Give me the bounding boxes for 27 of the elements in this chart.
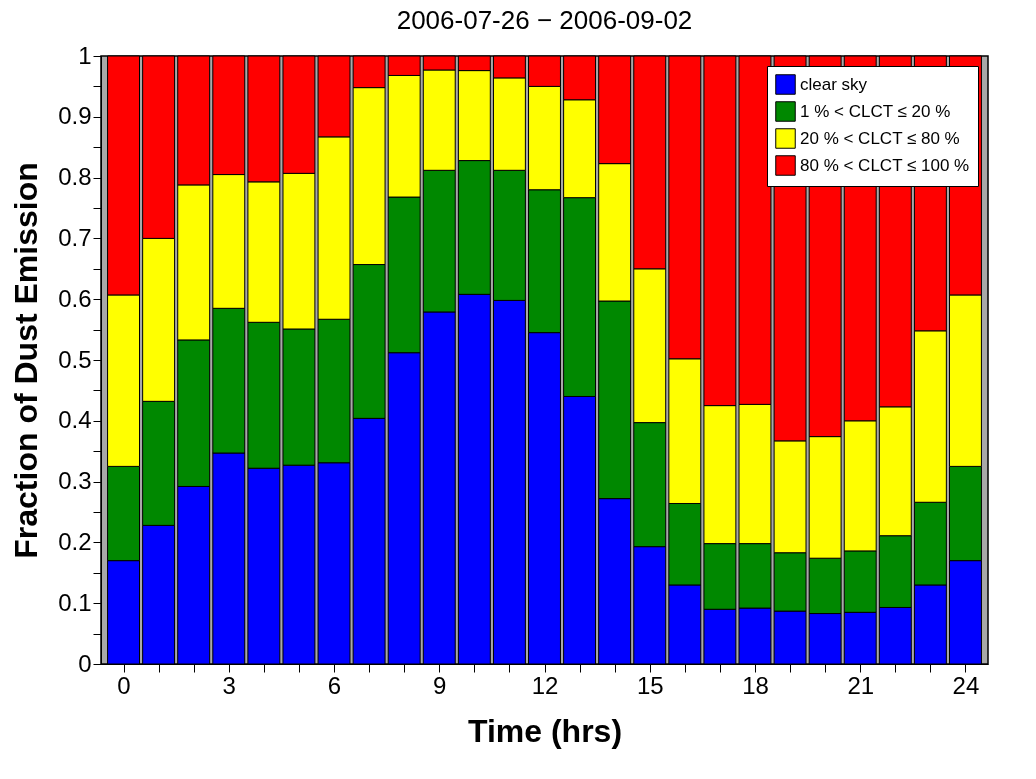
legend-label: 80 % < CLCT ≤ 100 % xyxy=(800,155,970,175)
y-tick-label: 0.6 xyxy=(58,284,92,312)
legend-label: 1 % < CLCT ≤ 20 % xyxy=(800,101,951,121)
x-tick-label: 0 xyxy=(117,671,131,699)
chart-title: 2006-07-26 − 2006-09-02 xyxy=(396,5,693,35)
y-tick-label: 0.9 xyxy=(58,102,92,130)
y-tick-label: 0.5 xyxy=(58,345,92,373)
y-tick-label: 0.4 xyxy=(58,406,92,434)
y-tick-label: 0.7 xyxy=(58,223,92,251)
x-tick-label: 18 xyxy=(742,671,769,699)
legend-label: 20 % < CLCT ≤ 80 % xyxy=(800,128,960,148)
x-tick-label: 12 xyxy=(531,671,559,699)
x-tick-label: 24 xyxy=(952,671,980,699)
y-tick-label: 0.1 xyxy=(58,588,92,616)
x-tick-label: 3 xyxy=(222,671,236,699)
x-tick-label: 15 xyxy=(636,671,664,699)
y-tick-label: 0.8 xyxy=(58,163,92,191)
x-tick-label: 21 xyxy=(847,671,875,699)
y-tick-label: 0 xyxy=(78,649,92,677)
y-axis-title: Fraction of Dust Emission xyxy=(8,162,45,559)
x-tick-label: 9 xyxy=(433,671,447,699)
x-axis-title: Time (hrs) xyxy=(467,712,623,749)
y-tick-label: 1 xyxy=(78,41,92,69)
y-tick-label: 0.2 xyxy=(58,527,92,555)
legend-label: clear sky xyxy=(800,74,868,94)
x-tick-label: 6 xyxy=(327,671,342,699)
y-tick-label: 0.3 xyxy=(58,467,92,495)
